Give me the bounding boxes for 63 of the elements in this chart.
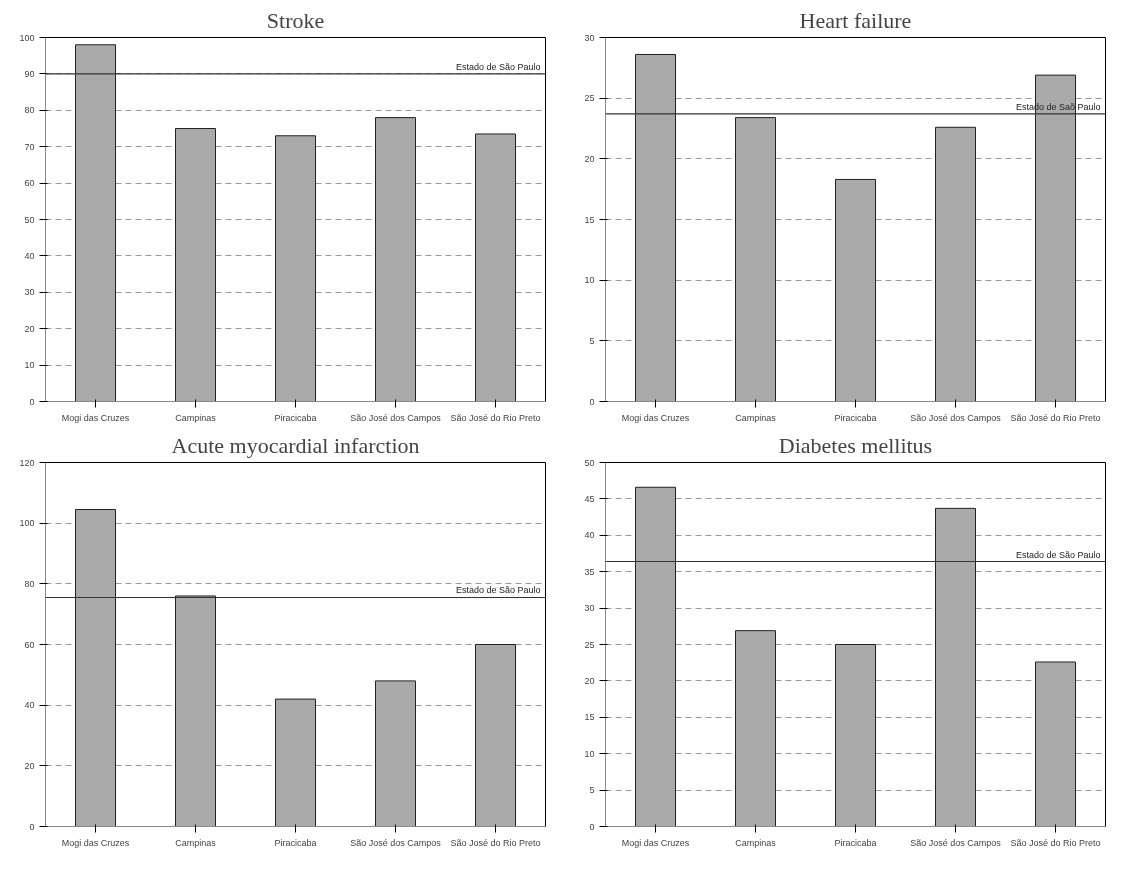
y-tick-label: 50 bbox=[24, 214, 35, 225]
y-tick-label: 20 bbox=[24, 760, 35, 771]
x-tick-label: São José do Rio Preto bbox=[1010, 837, 1101, 848]
y-tick-label: 70 bbox=[24, 141, 35, 152]
x-tick-label: São José dos Campos bbox=[350, 412, 442, 423]
x-tick-label: Campinas bbox=[735, 837, 777, 848]
y-tick-label: 45 bbox=[584, 493, 595, 504]
x-tick-label: Mogi das Cruzes bbox=[61, 837, 130, 848]
y-tick-label: 35 bbox=[584, 566, 595, 577]
x-tick-label: São José do Rio Preto bbox=[450, 837, 541, 848]
y-tick-label: 100 bbox=[19, 32, 35, 43]
x-tick-label: Mogi das Cruzes bbox=[621, 412, 690, 423]
y-tick-label: 80 bbox=[24, 105, 35, 116]
y-tick-label: 10 bbox=[584, 748, 595, 759]
y-tick-label: 0 bbox=[589, 821, 595, 832]
x-tick-label: São José dos Campos bbox=[910, 412, 1002, 423]
chart-title: Acute myocardial infarction bbox=[171, 432, 420, 458]
y-tick-label: 120 bbox=[19, 457, 35, 468]
y-tick-label: 80 bbox=[24, 578, 35, 589]
y-tick-label: 100 bbox=[19, 518, 35, 529]
y-tick-label: 0 bbox=[29, 821, 35, 832]
ref-line-label: Estado de São Paulo bbox=[455, 585, 541, 596]
y-tick-label: 40 bbox=[24, 250, 35, 261]
y-tick-label: 40 bbox=[584, 530, 595, 541]
y-tick-label: 20 bbox=[584, 675, 595, 686]
y-tick-label: 25 bbox=[584, 93, 595, 104]
x-tick-label: São José dos Campos bbox=[910, 837, 1002, 848]
x-tick-label: Campinas bbox=[175, 412, 217, 423]
y-tick-label: 5 bbox=[589, 785, 595, 796]
x-tick-label: Piracicaba bbox=[834, 412, 877, 423]
y-tick-label: 30 bbox=[24, 287, 35, 298]
y-tick-label: 30 bbox=[584, 603, 595, 614]
y-tick-label: 50 bbox=[584, 457, 595, 468]
x-tick-label: Mogi das Cruzes bbox=[61, 412, 130, 423]
x-tick-label: Piracicaba bbox=[274, 412, 317, 423]
x-tick-label: Piracicaba bbox=[274, 837, 317, 848]
x-tick-label: São José do Rio Preto bbox=[1010, 412, 1101, 423]
y-tick-label: 10 bbox=[24, 360, 35, 371]
x-tick-label: Piracicaba bbox=[834, 837, 877, 848]
y-tick-label: 30 bbox=[584, 32, 595, 43]
y-tick-label: 60 bbox=[24, 639, 35, 650]
y-tick-label: 15 bbox=[584, 712, 595, 723]
x-tick-label: Campinas bbox=[175, 837, 217, 848]
y-tick-label: 0 bbox=[29, 396, 35, 407]
ref-line-label: Estado de São Paulo bbox=[1015, 549, 1101, 560]
y-tick-label: 0 bbox=[589, 396, 595, 407]
y-tick-label: 15 bbox=[584, 214, 595, 225]
y-tick-label: 10 bbox=[584, 275, 595, 286]
y-tick-label: 25 bbox=[584, 639, 595, 650]
x-tick-label: Mogi das Cruzes bbox=[621, 837, 690, 848]
y-tick-label: 90 bbox=[24, 68, 35, 79]
y-tick-label: 20 bbox=[24, 323, 35, 334]
chart-title: Heart failure bbox=[799, 7, 912, 33]
x-tick-label: São José do Rio Preto bbox=[450, 412, 541, 423]
chart-title: Stroke bbox=[266, 7, 325, 33]
y-tick-label: 60 bbox=[24, 178, 35, 189]
y-tick-label: 20 bbox=[584, 153, 595, 164]
y-tick-label: 40 bbox=[24, 700, 35, 711]
chart-title: Diabetes mellitus bbox=[778, 432, 933, 458]
y-tick-label: 5 bbox=[589, 335, 595, 346]
x-tick-label: Campinas bbox=[735, 412, 777, 423]
x-tick-label: São José dos Campos bbox=[350, 837, 442, 848]
ref-line-label: Estado de São Paulo bbox=[455, 61, 541, 72]
